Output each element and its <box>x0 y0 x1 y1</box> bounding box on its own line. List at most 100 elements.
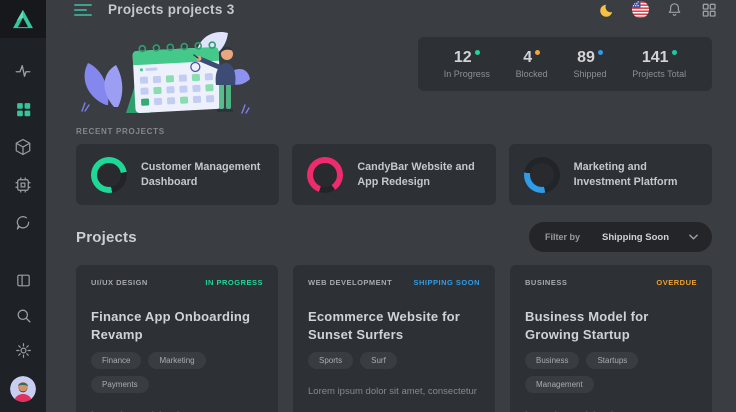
page-title: Projects projects 3 <box>108 2 235 17</box>
status-dot <box>474 49 480 55</box>
recent-card-title: Customer Management Dashboard <box>141 160 261 188</box>
sidebar-bottom <box>10 271 36 412</box>
recent-card-customer-management[interactable]: Customer Management Dashboard <box>76 144 280 205</box>
tag-row: Finance Marketing Payments <box>91 352 263 394</box>
progress-donut <box>307 156 344 193</box>
stat-value: 12 <box>444 49 490 66</box>
apps-menu-button[interactable] <box>699 0 718 19</box>
status-dot <box>535 49 541 55</box>
sidebar-nav <box>14 62 32 232</box>
stat-value: 4 <box>516 49 548 66</box>
project-description: Lorem ipsum dolor sit amet, consectetur <box>525 410 697 412</box>
language-flag-us-icon <box>631 0 650 19</box>
tag[interactable]: Payments <box>91 376 149 394</box>
projects-heading: Projects <box>76 228 137 246</box>
sidebar-item-settings[interactable] <box>14 341 32 359</box>
sidebar-item-packages[interactable] <box>14 138 32 156</box>
recent-card-title: CandyBar Website and App Redesign <box>357 160 475 188</box>
stat-in-progress: 12 In Progress <box>443 49 490 79</box>
chevron-down-icon <box>689 234 698 240</box>
app-logo[interactable] <box>0 0 46 38</box>
projects-section-header: Projects Filter by Shipping Soon <box>76 222 712 252</box>
stat-value: 141 <box>632 49 686 66</box>
sidebar-item-messages[interactable] <box>14 214 32 232</box>
apps-grid-icon <box>702 3 716 17</box>
filter-dropdown[interactable]: Filter by Shipping Soon <box>528 222 712 252</box>
stat-label: Shipped <box>573 68 607 79</box>
progress-donut <box>91 156 127 193</box>
topbar-actions <box>597 0 718 19</box>
search-icon <box>17 309 31 323</box>
project-status-badge: SHIPPING SOON <box>413 278 480 287</box>
stat-label: Blocked <box>515 68 548 79</box>
activity-icon <box>15 65 31 77</box>
card-header: WEB DEVELOPMENT SHIPPING SOON <box>308 278 480 287</box>
topbar: Projects projects 3 <box>46 0 736 19</box>
sidebar-item-search[interactable] <box>14 306 32 324</box>
notifications-button[interactable] <box>665 0 684 19</box>
recent-card-candybar[interactable]: CandyBar Website and App Redesign <box>292 144 496 205</box>
settings-gear-icon <box>15 342 31 358</box>
filter-label: Filter by <box>544 232 580 242</box>
chat-icon <box>16 216 30 230</box>
cube-icon <box>15 138 31 156</box>
tag[interactable]: Marketing <box>148 352 206 370</box>
sidebar-item-system[interactable] <box>14 176 32 194</box>
theme-toggle-button[interactable] <box>597 0 616 19</box>
project-title: Finance App Onboarding Revamp <box>91 309 251 342</box>
progress-donut <box>523 156 560 193</box>
stat-blocked: 4 Blocked <box>515 49 548 79</box>
project-description: Lorem ipsum dolor sit amet, consectetur <box>91 410 263 412</box>
logo-triangle-icon <box>13 9 33 29</box>
stat-value: 89 <box>573 49 606 66</box>
tag-row: Sports Surf <box>308 352 480 370</box>
status-dot <box>671 49 677 55</box>
hero-section: 12 In Progress 4 Blocked 89 Shipped 141 … <box>46 19 736 117</box>
project-card-ecommerce[interactable]: WEB DEVELOPMENT SHIPPING SOON Ecommerce … <box>293 265 495 412</box>
tag[interactable]: Surf <box>360 352 397 370</box>
user-avatar[interactable] <box>10 376 36 402</box>
sidebar-item-activity[interactable] <box>14 62 32 80</box>
stat-projects-total: 141 Projects Total <box>632 49 687 79</box>
project-title: Ecommerce Website for Sunset Surfers <box>308 309 461 342</box>
stat-shipped: 89 Shipped <box>573 49 607 79</box>
project-title: Business Model for Growing Startup <box>525 309 649 342</box>
tag[interactable]: Startups <box>586 352 639 370</box>
layout-icon <box>16 274 30 286</box>
project-card-finance-app[interactable]: UI/UX DESIGN IN PROGRESS Finance App Onb… <box>76 265 278 412</box>
stat-label: In Progress <box>443 68 490 79</box>
notifications-bell-icon <box>668 3 681 16</box>
recent-card-marketing[interactable]: Marketing and Investment Platform <box>508 144 712 205</box>
project-cards-row: UI/UX DESIGN IN PROGRESS Finance App Onb… <box>76 265 712 412</box>
tag[interactable]: Management <box>525 376 594 394</box>
tag-row: Business Startups Management <box>525 352 697 394</box>
dashboard-grid-icon <box>16 102 30 116</box>
tag[interactable]: Sports <box>308 352 354 370</box>
project-category: BUSINESS <box>525 278 568 287</box>
theme-moon-icon <box>599 1 616 17</box>
chip-icon <box>15 177 31 193</box>
project-category: WEB DEVELOPMENT <box>308 278 393 287</box>
sidebar-item-dashboard[interactable] <box>14 100 32 118</box>
stat-label: Projects Total <box>632 68 687 79</box>
project-category: UI/UX DESIGN <box>91 278 148 287</box>
language-selector[interactable] <box>631 0 650 19</box>
tag[interactable]: Business <box>525 352 580 370</box>
tag[interactable]: Finance <box>91 352 142 370</box>
sidebar <box>0 0 46 412</box>
status-dot <box>597 49 603 55</box>
card-header: BUSINESS OVERDUE <box>525 278 697 287</box>
filter-value: Shipping Soon <box>602 232 698 243</box>
main-area: Projects projects 3 <box>46 0 736 412</box>
card-header: UI/UX DESIGN IN PROGRESS <box>91 278 263 287</box>
project-description: Lorem ipsum dolor sit amet, consectetur <box>308 386 477 398</box>
project-card-business-model[interactable]: BUSINESS OVERDUE Business Model for Grow… <box>510 265 712 412</box>
menu-toggle-button[interactable] <box>74 3 92 16</box>
recent-card-title: Marketing and Investment Platform <box>573 160 678 188</box>
user-avatar-image <box>10 376 36 402</box>
calendar-illustration <box>81 31 250 114</box>
sidebar-item-layout[interactable] <box>14 271 32 289</box>
recent-projects-row: Customer Management Dashboard CandyBar W… <box>76 144 712 205</box>
project-status-badge: OVERDUE <box>656 278 697 287</box>
